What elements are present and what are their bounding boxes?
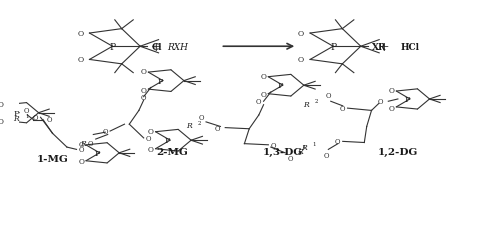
Text: P: P: [165, 137, 170, 145]
Text: O: O: [102, 128, 108, 135]
Text: 1: 1: [26, 114, 29, 119]
Text: O: O: [146, 134, 152, 142]
Text: R: R: [186, 122, 192, 130]
Text: O: O: [389, 104, 394, 112]
Text: 1-MG: 1-MG: [36, 154, 68, 163]
Text: O: O: [32, 114, 38, 122]
Text: R: R: [297, 147, 303, 155]
Text: O: O: [378, 98, 384, 106]
Text: R: R: [13, 115, 19, 123]
Text: 2-MG: 2-MG: [156, 148, 188, 156]
Text: O: O: [389, 87, 394, 95]
Text: P: P: [330, 43, 336, 52]
Text: R: R: [301, 143, 307, 152]
Text: O: O: [198, 113, 203, 121]
Text: O: O: [215, 124, 220, 132]
Text: XR: XR: [372, 43, 386, 52]
Text: O: O: [79, 146, 84, 154]
Text: P: P: [14, 109, 20, 117]
Text: O: O: [140, 68, 146, 76]
Text: O: O: [141, 93, 146, 101]
Text: O: O: [298, 30, 304, 38]
Text: O: O: [140, 87, 146, 94]
Text: O: O: [288, 154, 293, 162]
Text: O: O: [326, 91, 331, 100]
Text: 1: 1: [312, 142, 316, 147]
Text: P: P: [278, 82, 283, 90]
Text: O: O: [323, 151, 328, 159]
Text: P: P: [158, 77, 163, 85]
Text: O: O: [0, 101, 4, 109]
Text: O: O: [88, 140, 94, 147]
Text: RXH: RXH: [167, 43, 188, 52]
Text: +: +: [378, 41, 389, 54]
Text: 1,2-DG: 1,2-DG: [378, 148, 418, 157]
Text: O: O: [271, 141, 276, 149]
Text: O: O: [24, 107, 29, 115]
Text: O: O: [78, 158, 84, 166]
Text: O: O: [77, 30, 84, 38]
Text: 2: 2: [198, 120, 201, 125]
Text: O: O: [46, 116, 52, 124]
Text: O: O: [78, 140, 84, 149]
Text: P: P: [405, 96, 410, 103]
Text: 2: 2: [315, 98, 318, 103]
Text: O: O: [77, 56, 84, 64]
Text: O: O: [0, 118, 4, 126]
Text: Cl: Cl: [152, 43, 162, 52]
Text: P: P: [110, 43, 116, 52]
Text: O: O: [335, 138, 340, 146]
Text: O: O: [148, 146, 154, 154]
Text: O: O: [340, 105, 345, 113]
Text: R: R: [80, 139, 86, 147]
Text: +: +: [150, 41, 161, 54]
Text: P: P: [94, 149, 100, 157]
Text: O: O: [256, 98, 261, 106]
Text: O: O: [298, 56, 304, 64]
Text: O: O: [260, 91, 266, 99]
Text: O: O: [148, 127, 154, 135]
Text: 1,3-DG: 1,3-DG: [262, 148, 303, 157]
Text: R: R: [304, 100, 309, 108]
Text: 1: 1: [302, 145, 306, 150]
Text: HCl: HCl: [400, 43, 419, 52]
Text: O: O: [260, 73, 266, 81]
